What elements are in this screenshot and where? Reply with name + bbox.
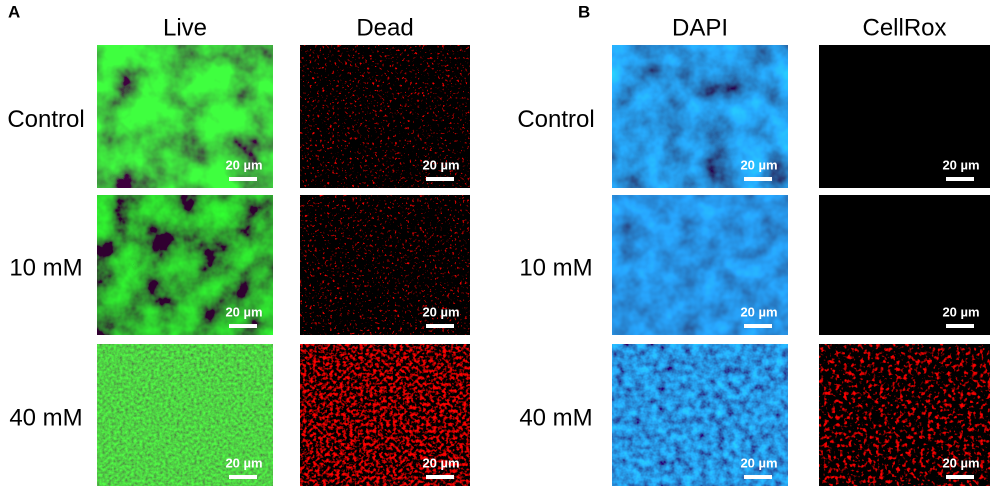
scale-bar-label: 20 µm xyxy=(422,304,459,319)
scale-bar-label: 20 µm xyxy=(942,455,979,470)
micrograph-background xyxy=(819,195,990,335)
panel-label: A xyxy=(8,2,20,21)
scale-bar-label: 20 µm xyxy=(942,304,979,319)
row-label: Control xyxy=(517,106,594,133)
scale-bar xyxy=(946,475,974,479)
scale-bar-label: 20 µm xyxy=(740,304,777,319)
scale-bar-label: 20 µm xyxy=(225,304,262,319)
column-header: CellRox xyxy=(862,14,946,41)
scale-bar-label: 20 µm xyxy=(740,157,777,172)
scale-bar xyxy=(426,177,454,181)
scale-bar-label: 20 µm xyxy=(942,157,979,172)
micrograph xyxy=(97,344,273,486)
micrograph xyxy=(97,195,273,335)
scale-bar xyxy=(229,475,257,479)
column-header: DAPI xyxy=(672,14,728,41)
scale-bar xyxy=(744,324,772,328)
scale-bar-label: 20 µm xyxy=(422,157,459,172)
micrograph xyxy=(612,195,788,335)
row-label: Control xyxy=(7,106,84,133)
micrograph xyxy=(300,344,470,486)
micrograph xyxy=(612,45,788,188)
scale-bar xyxy=(946,324,974,328)
scale-bar xyxy=(229,324,257,328)
scale-bar xyxy=(426,324,454,328)
scale-bar xyxy=(744,177,772,181)
micrograph-background xyxy=(819,45,990,188)
scale-bar xyxy=(229,177,257,181)
scale-bar-label: 20 µm xyxy=(740,455,777,470)
scale-bar xyxy=(946,177,974,181)
row-label: 10 mM xyxy=(9,254,82,281)
row-label: 40 mM xyxy=(519,404,592,431)
micrograph xyxy=(300,195,470,335)
micrograph xyxy=(819,344,990,486)
panel-label: B xyxy=(578,2,590,21)
scale-bar-label: 20 µm xyxy=(422,455,459,470)
row-label: 40 mM xyxy=(9,404,82,431)
micrograph xyxy=(612,344,788,486)
column-header: Live xyxy=(163,14,207,41)
scale-bar-label: 20 µm xyxy=(225,157,262,172)
scale-bar xyxy=(426,475,454,479)
row-label: 10 mM xyxy=(519,254,592,281)
micrograph xyxy=(97,45,273,188)
scale-bar xyxy=(744,475,772,479)
column-header: Dead xyxy=(356,14,413,41)
scale-bar-label: 20 µm xyxy=(225,455,262,470)
micrograph xyxy=(300,45,470,188)
